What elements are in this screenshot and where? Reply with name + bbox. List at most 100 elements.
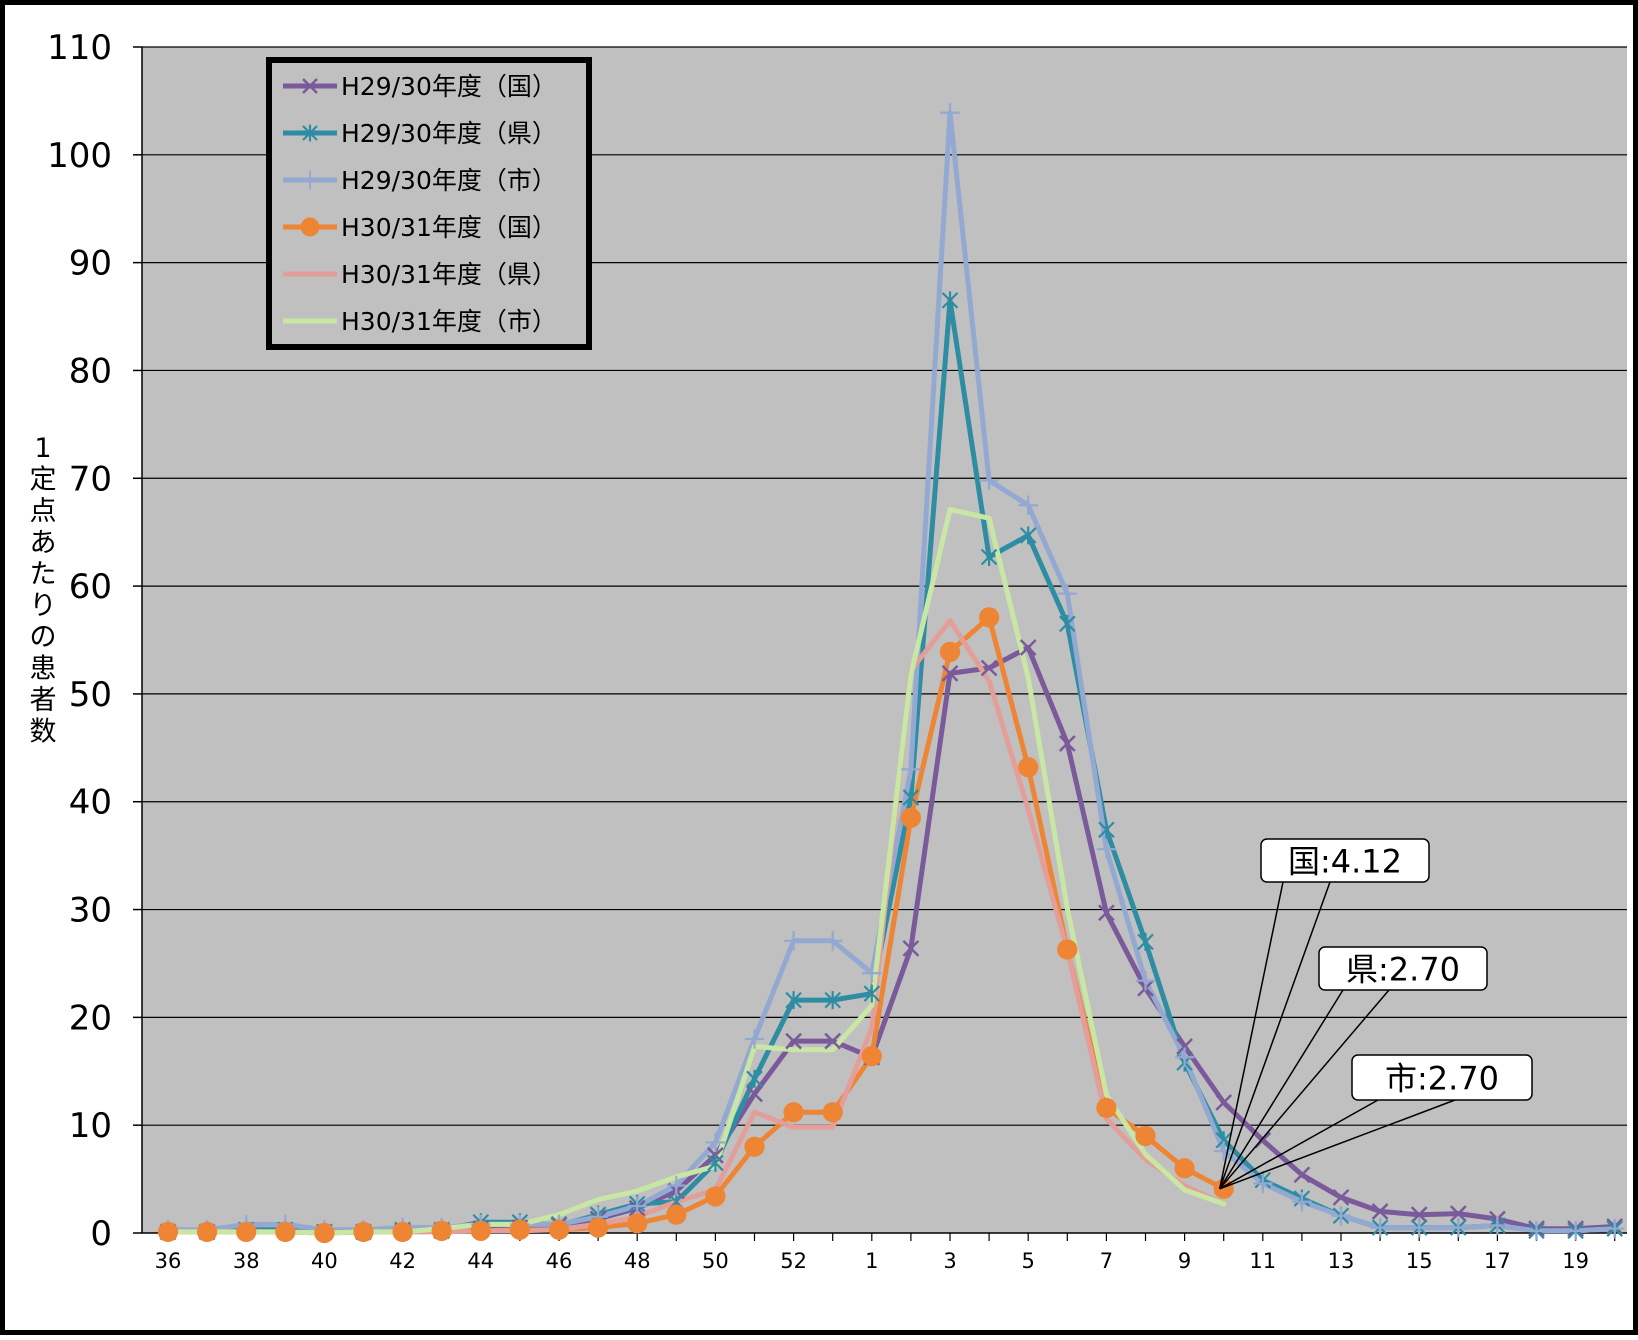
y-axis-label-char: 者 xyxy=(30,685,57,716)
data-point-circle xyxy=(196,1221,218,1243)
legend-label: H29/30年度（県） xyxy=(341,119,557,148)
data-point-asterisk xyxy=(1019,526,1037,545)
callout-label: 国:4.12 xyxy=(1288,843,1402,881)
data-point-circle xyxy=(1135,1125,1156,1147)
data-point-plus xyxy=(901,759,921,780)
data-point-asterisk xyxy=(1059,614,1076,633)
callout-box xyxy=(1318,946,1488,991)
data-point-asterisk xyxy=(941,291,959,310)
x-tick-label: 3 xyxy=(943,1249,956,1273)
series-line-5 xyxy=(165,507,1227,1236)
callout-leader xyxy=(1218,881,1331,1190)
data-point-circle xyxy=(236,1221,257,1243)
data-point-plus xyxy=(627,1196,647,1216)
data-point-asterisk xyxy=(902,788,920,807)
data-point-x xyxy=(1293,1166,1311,1184)
data-point-asterisk xyxy=(707,1153,724,1172)
x-tick-label: 5 xyxy=(1022,1249,1035,1273)
data-point-circle xyxy=(431,1220,452,1241)
y-tick-label: 30 xyxy=(69,891,112,931)
callout-leader xyxy=(1219,989,1390,1190)
data-point-circle xyxy=(1174,1158,1195,1179)
data-point-x xyxy=(1449,1205,1467,1222)
data-point-plus xyxy=(1448,1217,1469,1238)
data-point-x xyxy=(302,78,318,94)
data-point-x xyxy=(902,939,920,957)
data-point-x xyxy=(1371,1203,1389,1220)
y-tick-label: 70 xyxy=(69,459,112,499)
y-tick-label: 10 xyxy=(69,1106,112,1146)
data-point-plus xyxy=(1057,583,1078,604)
data-point-asterisk xyxy=(302,124,318,142)
x-tick-label: 9 xyxy=(1178,1249,1191,1273)
y-tick-label: 100 xyxy=(47,136,112,176)
x-tick-label: 11 xyxy=(1249,1249,1276,1273)
x-tick-label: 46 xyxy=(546,1249,573,1273)
data-point-circle xyxy=(548,1219,570,1240)
y-axis-label-char: 数 xyxy=(30,717,57,748)
data-point-x xyxy=(941,665,959,682)
data-point-plus xyxy=(940,103,960,123)
callout-box xyxy=(1260,838,1430,883)
data-point-circle xyxy=(353,1221,374,1243)
legend-label: H30/31年度（県） xyxy=(341,260,557,289)
data-point-x xyxy=(785,1032,802,1050)
data-point-circle xyxy=(900,807,922,829)
x-tick-label: 50 xyxy=(702,1249,729,1273)
data-point-x xyxy=(1254,1131,1272,1149)
x-tick-label: 52 xyxy=(780,1249,807,1273)
callout-leader xyxy=(1219,1099,1379,1190)
data-point-asterisk xyxy=(980,547,998,566)
data-point-plus xyxy=(783,931,804,951)
data-point-plus xyxy=(300,170,320,190)
data-point-x xyxy=(824,1032,842,1050)
data-point-plus xyxy=(1292,1191,1312,1212)
data-point-plus xyxy=(1096,839,1117,859)
legend-label: H29/30年度（国） xyxy=(341,72,557,101)
y-tick-label: 80 xyxy=(69,351,112,391)
data-point-plus xyxy=(1018,495,1038,515)
data-point-x xyxy=(1058,735,1076,752)
data-point-circle xyxy=(275,1221,296,1243)
line-chart: 0 10 20 30 40 50 60 70 80 90 100 110 36 38 40 42 44 46 48… xyxy=(30,28,1627,1273)
legend-entry: H30/31年度（国） xyxy=(283,213,557,242)
data-point-plus xyxy=(1174,1047,1195,1068)
data-point-circle xyxy=(978,607,1000,628)
x-tick-label: 17 xyxy=(1484,1249,1511,1273)
y-axis-label-char: た xyxy=(30,559,57,590)
data-point-plus xyxy=(1370,1217,1390,1238)
data-point-x xyxy=(1215,1094,1233,1111)
callout-label: 市:2.70 xyxy=(1385,1060,1499,1098)
data-point-plus xyxy=(979,470,999,491)
data-point-circle xyxy=(470,1220,491,1241)
data-point-plus xyxy=(1331,1205,1351,1226)
y-axis-label-char: り xyxy=(30,591,57,622)
legend-entry: H29/30年度（県） xyxy=(283,119,557,148)
data-point-plus xyxy=(1487,1215,1508,1236)
data-point-plus xyxy=(744,1029,765,1049)
data-point-circle xyxy=(666,1204,687,1225)
data-point-circle xyxy=(300,217,320,237)
data-point-x xyxy=(1332,1189,1350,1206)
data-point-circle xyxy=(939,641,961,662)
callout: 市:2.70 xyxy=(1219,1054,1533,1190)
y-tick-label: 20 xyxy=(69,998,112,1038)
data-point-plus xyxy=(862,963,882,983)
data-point-circle xyxy=(509,1219,531,1240)
data-point-x xyxy=(980,659,998,677)
y-tick-label: 60 xyxy=(69,567,112,607)
data-point-plus xyxy=(1409,1217,1429,1238)
data-point-circle xyxy=(861,1046,882,1067)
y-axis-label-char: あ xyxy=(30,528,57,559)
x-tick-label: 42 xyxy=(389,1249,416,1273)
legend-label: H30/31年度（市） xyxy=(341,307,557,336)
y-axis-label-char: 定 xyxy=(30,465,57,496)
x-tick-label: 1 xyxy=(865,1249,878,1273)
data-point-asterisk xyxy=(824,991,841,1010)
data-point-circle xyxy=(744,1136,765,1157)
y-tick-label: 110 xyxy=(47,28,112,68)
data-point-circle xyxy=(1018,757,1039,778)
legend-entry: H30/31年度（市） xyxy=(283,307,557,336)
data-point-circle xyxy=(627,1213,648,1234)
